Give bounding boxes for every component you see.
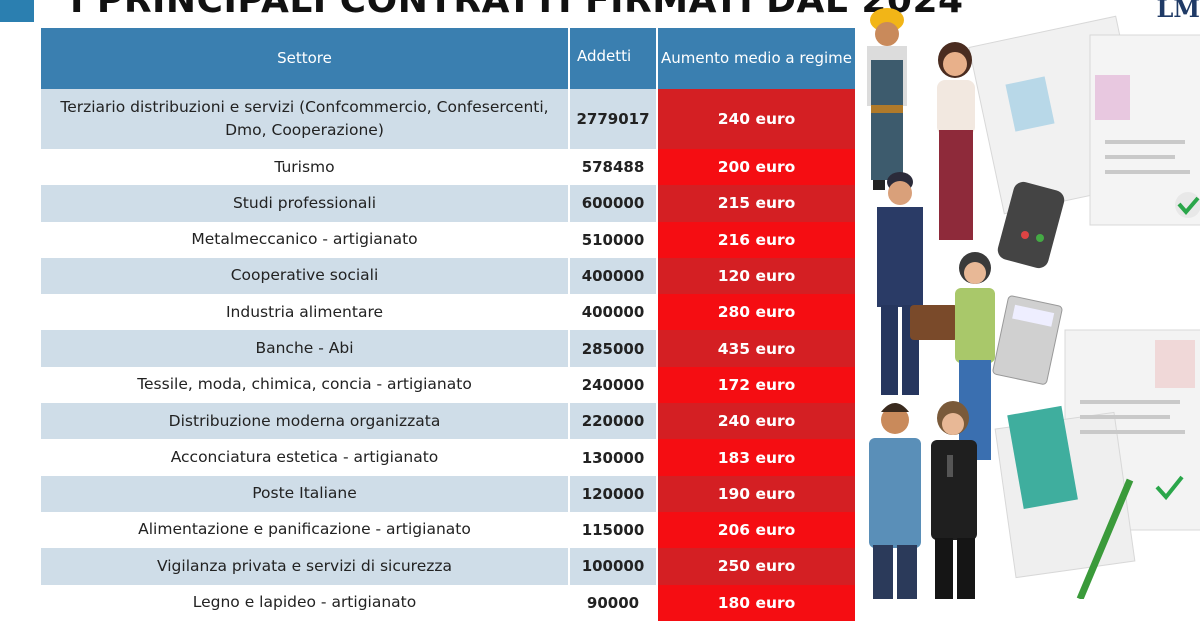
table-row: Turismo 578488 200 euro xyxy=(41,149,855,186)
table-row: Banche - Abi 285000 435 euro xyxy=(41,330,855,367)
cell-addetti: 115000 xyxy=(570,511,658,549)
worker-icon xyxy=(867,8,907,190)
cell-settore: Metalmeccanico - artigianato xyxy=(41,221,570,258)
cell-settore: Poste Italiane xyxy=(41,475,570,512)
cell-settore: Studi professionali xyxy=(41,185,570,222)
top-accent-bar xyxy=(0,0,34,22)
table-row: Poste Italiane 120000 190 euro xyxy=(41,475,855,512)
cell-aumento: 206 euro xyxy=(658,511,855,549)
document-icon xyxy=(968,15,1200,579)
contracts-table: Settore Addetti Aumento medio a regime T… xyxy=(41,28,855,621)
table-row: Metalmeccanico - artigianato 510000 216 eu… xyxy=(41,221,855,258)
cell-settore: Distribuzione moderna organizzata xyxy=(41,403,570,440)
cell-addetti: 285000 xyxy=(570,330,658,367)
cell-settore: Industria alimentare xyxy=(41,294,570,331)
journalist-icon xyxy=(931,401,977,599)
header-aumento: Aumento medio a regime xyxy=(658,28,855,89)
man-icon xyxy=(869,403,921,599)
businessman-icon xyxy=(877,172,958,395)
table-row: Vigilanza privata e servizi di sicurezza… xyxy=(41,548,855,585)
cell-addetti: 400000 xyxy=(570,257,658,295)
table-row: Studi professionali 600000 215 euro xyxy=(41,185,855,222)
cell-addetti: 600000 xyxy=(570,185,658,222)
table-row: Acconciatura estetica - artigianato 13000… xyxy=(41,439,855,476)
table-row: Distribuzione moderna organizzata 220000 2… xyxy=(41,403,855,440)
cell-aumento: 200 euro xyxy=(658,149,855,186)
table-row: Tessile, moda, chimica, concia - artigia… xyxy=(41,366,855,404)
cell-aumento: 183 euro xyxy=(658,439,855,476)
cell-aumento: 120 euro xyxy=(658,257,855,295)
brand-logo: LM xyxy=(1156,0,1200,23)
table-row: Terziario distribuzioni e servizi (Confc… xyxy=(41,89,855,149)
phone-icon xyxy=(997,181,1065,269)
cell-aumento: 250 euro xyxy=(658,548,855,585)
cell-addetti: 220000 xyxy=(570,403,658,440)
cell-settore: Tessile, moda, chimica, concia - artigia… xyxy=(41,366,570,404)
cell-aumento: 280 euro xyxy=(658,294,855,331)
workers-illustration xyxy=(867,8,1200,599)
cell-addetti: 120000 xyxy=(570,475,658,512)
table-row: Cooperative sociali 400000 120 euro xyxy=(41,257,855,295)
cell-addetti: 578488 xyxy=(570,149,658,186)
cell-settore: Alimentazione e panificazione - artigian… xyxy=(41,511,570,549)
cell-addetti: 130000 xyxy=(570,439,658,476)
table-row: Industria alimentare 400000 280 euro xyxy=(41,294,855,331)
cell-addetti: 100000 xyxy=(570,548,658,585)
cell-aumento: 240 euro xyxy=(658,403,855,440)
cell-settore: Acconciatura estetica - artigianato xyxy=(41,439,570,476)
cell-settore: Cooperative sociali xyxy=(41,257,570,295)
notebook-icon xyxy=(1007,405,1078,509)
page-title: I PRINCIPALI CONTRATTI FIRMATI DAL 2024 xyxy=(70,0,964,21)
cell-settore: Turismo xyxy=(41,149,570,186)
header-settore: Settore xyxy=(41,28,570,89)
cell-aumento: 180 euro xyxy=(658,584,855,621)
cell-addetti: 510000 xyxy=(570,221,658,258)
cell-aumento: 216 euro xyxy=(658,221,855,258)
calculator-icon xyxy=(992,295,1063,385)
woman-icon xyxy=(937,42,975,240)
table-body: Terziario distribuzioni e servizi (Confc… xyxy=(41,89,855,621)
header-addetti: Addetti xyxy=(570,28,658,89)
table-header: Settore Addetti Aumento medio a regime xyxy=(41,28,855,89)
cell-addetti: 240000 xyxy=(570,366,658,404)
cell-settore: Terziario distribuzioni e servizi (Confc… xyxy=(41,89,570,149)
cell-aumento: 172 euro xyxy=(658,366,855,404)
cell-aumento: 215 euro xyxy=(658,185,855,222)
pen-icon xyxy=(1076,478,1134,599)
cell-settore: Vigilanza privata e servizi di sicurezza xyxy=(41,548,570,585)
cell-aumento: 435 euro xyxy=(658,330,855,367)
table-row: Alimentazione e panificazione - artigian… xyxy=(41,511,855,549)
cell-aumento: 190 euro xyxy=(658,475,855,512)
table-row: Legno e lapideo - artigianato 90000 180 eu… xyxy=(41,584,855,621)
cell-addetti: 400000 xyxy=(570,294,658,331)
cell-addetti: 90000 xyxy=(570,584,658,621)
checkmark-icon xyxy=(1155,192,1200,501)
illustration-panel: LM xyxy=(855,0,1200,599)
cell-aumento: 240 euro xyxy=(658,89,855,149)
cell-settore: Legno e lapideo - artigianato xyxy=(41,584,570,621)
cell-settore: Banche - Abi xyxy=(41,330,570,367)
cell-addetti: 2779017 xyxy=(570,89,658,149)
